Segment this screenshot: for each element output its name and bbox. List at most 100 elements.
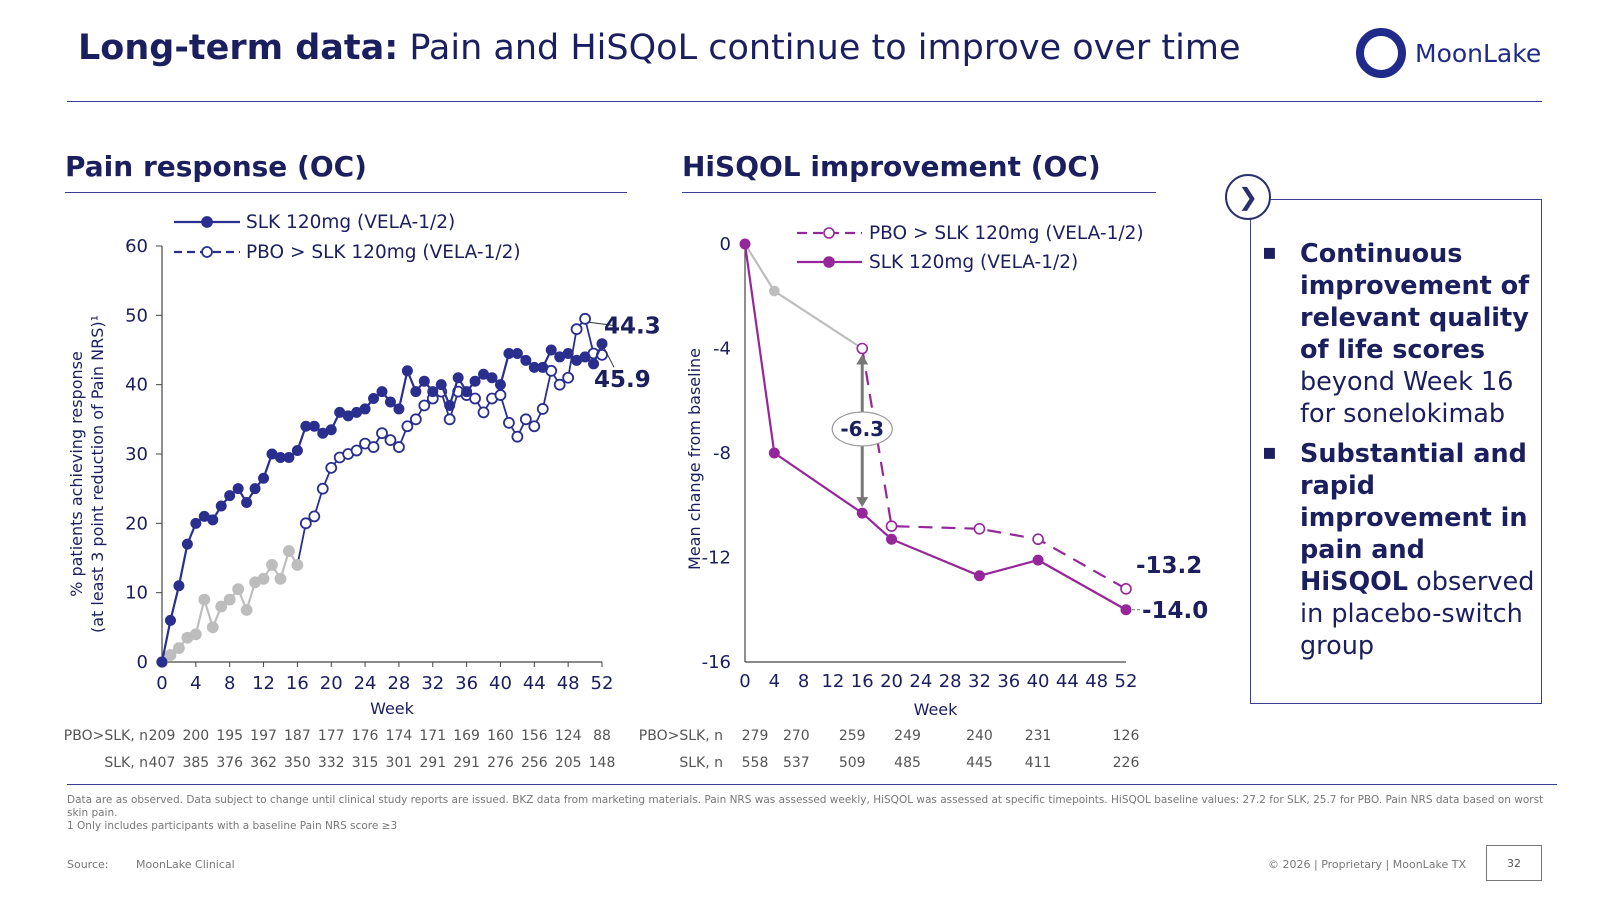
n-table-cell: 205 [555, 755, 582, 771]
x-tick-label: 36 [455, 673, 478, 694]
page-title-rest: Pain and HiSQoL continue to improve over… [398, 28, 1241, 68]
slk-marker [418, 375, 430, 387]
pbo-marker [469, 392, 481, 405]
y-axis-label: % patients achieving response (at least 3… [67, 315, 107, 633]
slk-marker [384, 396, 396, 408]
x-tick-label: 4 [769, 671, 780, 692]
footnote-line-2: 1 Only includes participants with a base… [67, 820, 398, 832]
pbo-marker [477, 406, 490, 419]
n-table-cell: 177 [318, 728, 345, 744]
slk-marker [291, 445, 303, 457]
slk-marker [511, 347, 523, 359]
pain-response-title: Pain response (OC) [65, 150, 367, 183]
slk-end-label-leader [601, 343, 615, 368]
legend-pbo-marker [823, 227, 835, 239]
pbo-marker [325, 461, 338, 474]
pbo-marker [283, 545, 295, 557]
y-axis-label-line: % patients achieving response [67, 351, 86, 597]
copyright: © 2026 | Proprietary | MoonLake TX [1268, 858, 1467, 871]
footnote: Data are as observed. Data subject to ch… [67, 794, 1557, 833]
legend-slk-label: SLK 120mg (VELA-1/2) [246, 212, 455, 233]
slk-marker [368, 393, 380, 405]
bullet-bold: Continuous improvement of relevant quali… [1300, 239, 1530, 365]
slk-marker [401, 365, 413, 377]
slk-marker [461, 386, 473, 398]
n-table-cell: 209 [149, 728, 176, 744]
n-table-cell: 332 [318, 755, 345, 771]
x-tick-label: 52 [591, 673, 614, 694]
pbo-marker [274, 572, 287, 585]
pbo-marker [1120, 583, 1132, 595]
pbo-marker [173, 642, 185, 655]
pbo-line-switch-phase [861, 348, 1127, 590]
info-panel [1250, 199, 1542, 704]
n-table-cell: 88 [593, 728, 611, 744]
pbo-marker [519, 413, 532, 426]
legend-pbo-label: PBO > SLK 120mg (VELA-1/2) [869, 223, 1144, 244]
x-tick-label: 48 [1085, 671, 1108, 692]
pbo-marker [198, 593, 211, 606]
slk-marker [224, 490, 236, 502]
n-table-cell: 197 [250, 728, 277, 744]
slk-marker [283, 451, 295, 463]
slk-marker [444, 399, 456, 411]
header-divider [67, 101, 1542, 102]
n-table-cell: 558 [742, 755, 769, 771]
slk-marker [308, 420, 320, 432]
bullet-item: Continuous improvement of relevant quali… [1262, 237, 1540, 430]
slk-marker [325, 424, 337, 436]
pbo-marker [562, 371, 575, 384]
chevron-right-icon[interactable]: ❯ [1225, 174, 1271, 220]
pbo-marker [189, 628, 202, 641]
x-tick-label: 16 [286, 673, 309, 694]
y-axis-label: Mean change from baseline [685, 348, 704, 570]
source-label: Source: [67, 858, 109, 871]
pain-title-divider [65, 192, 627, 193]
slk-marker [537, 361, 549, 373]
x-tick-label: 0 [156, 673, 167, 694]
pbo-marker [308, 510, 321, 523]
slk-marker [359, 403, 371, 415]
n-table-cell: 126 [1113, 728, 1140, 744]
slk-marker [190, 517, 202, 529]
legend-pbo-label: PBO > SLK 120mg (VELA-1/2) [246, 242, 521, 263]
legend-slk-marker [823, 256, 835, 268]
slk-marker [249, 483, 261, 495]
n-table-cell: 291 [453, 755, 480, 771]
slk-marker [181, 538, 193, 550]
n-table-cell: 124 [555, 728, 582, 744]
slk-marker [588, 358, 600, 370]
slk-marker [393, 403, 405, 415]
pbo-marker [769, 285, 780, 297]
footnote-line-1: Data are as observed. Data subject to ch… [67, 794, 1544, 819]
slk-marker [520, 354, 532, 366]
pbo-marker [393, 441, 405, 453]
x-tick-label: 44 [523, 673, 546, 694]
pbo-marker [299, 517, 312, 530]
x-axis-label: Week [914, 700, 959, 719]
slk-end-label: 45.9 [594, 367, 651, 393]
logo-text: MoonLake [1415, 38, 1542, 68]
page-title-bold: Long-term data: [78, 28, 399, 68]
moon-ring-icon [1356, 28, 1406, 78]
slk-marker [768, 447, 780, 459]
y-tick-label: -12 [702, 548, 731, 569]
x-tick-label: 32 [421, 673, 444, 694]
pbo-marker [528, 420, 541, 433]
slk-marker [973, 570, 985, 582]
n-table-cell: 485 [894, 755, 921, 771]
pbo-marker [856, 342, 869, 355]
x-tick-label: 28 [939, 671, 962, 692]
n-table-cell: 385 [182, 755, 209, 771]
difference-label: -6.3 [840, 417, 884, 441]
y-tick-label: -16 [702, 652, 731, 673]
n-table-cell: 270 [783, 728, 810, 744]
info-bullets: Continuous improvement of relevant quali… [1262, 237, 1540, 670]
n-table-cell: 195 [216, 728, 243, 744]
n-table-cell: 291 [419, 755, 446, 771]
x-tick-label: 28 [387, 673, 410, 694]
slk-marker [427, 386, 439, 398]
slk-marker [469, 375, 481, 387]
bullet-bold: Substantial and rapid improvement in pai… [1300, 439, 1528, 597]
y-tick-label: -4 [713, 339, 731, 360]
